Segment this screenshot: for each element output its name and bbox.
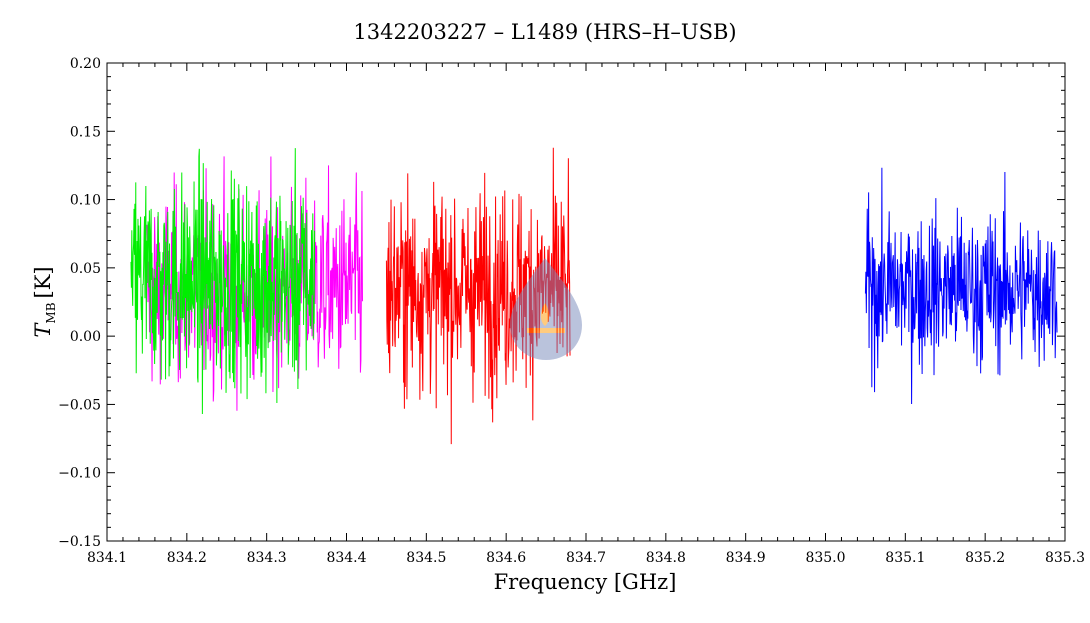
y-tick-label: −0.10 [58, 466, 101, 482]
x-tick-label: 834.8 [646, 550, 686, 566]
watermark-logo [510, 258, 582, 360]
y-axis-label-symbol: T [31, 322, 55, 338]
y-tick-label: −0.05 [58, 397, 101, 413]
series-line-4 [864, 167, 1058, 405]
x-tick-label: 834.9 [726, 550, 766, 566]
x-tick-label: 835.0 [805, 550, 845, 566]
x-axis-label: Frequency [GHz] [494, 570, 677, 594]
x-tick-label: 834.3 [247, 550, 287, 566]
x-axis: 834.1 834.2 834.3 834.4 834.5 834.6 834.7 834.8… [87, 63, 1085, 566]
x-tick-label: 834.6 [486, 550, 526, 566]
x-tick-label: 834.7 [566, 550, 606, 566]
x-tick-label: 834.1 [87, 550, 127, 566]
x-tick-label: 835.1 [885, 550, 925, 566]
y-tick-label: 0.15 [70, 124, 101, 140]
chart-title: 1342203227 – L1489 (HRS–H–USB) [353, 20, 736, 44]
y-axis: −0.15 −0.10 −0.05 0.00 0.05 0.10 0.15 0.20 [58, 56, 1065, 550]
x-tick-label: 834.2 [167, 550, 207, 566]
y-tick-label: 0.20 [70, 56, 101, 72]
y-tick-label: 0.10 [70, 193, 101, 209]
watermark-flame-shape [540, 303, 550, 326]
y-tick-label: −0.15 [58, 534, 101, 550]
y-axis-label-subscript: MB [44, 302, 58, 323]
y-axis-label-unit: [K] [31, 266, 55, 298]
y-axis-label: TMB [K] [31, 266, 58, 337]
watermark-text-bar [527, 328, 565, 333]
x-tick-label: 835.3 [1045, 550, 1085, 566]
x-tick-label: 835.2 [965, 550, 1005, 566]
x-tick-label: 834.5 [406, 550, 446, 566]
y-tick-label: 0.00 [70, 329, 101, 345]
y-tick-label: 0.05 [70, 261, 101, 277]
x-tick-label: 834.4 [326, 550, 366, 566]
series-line-2 [130, 148, 316, 414]
series-layer [130, 147, 1058, 445]
